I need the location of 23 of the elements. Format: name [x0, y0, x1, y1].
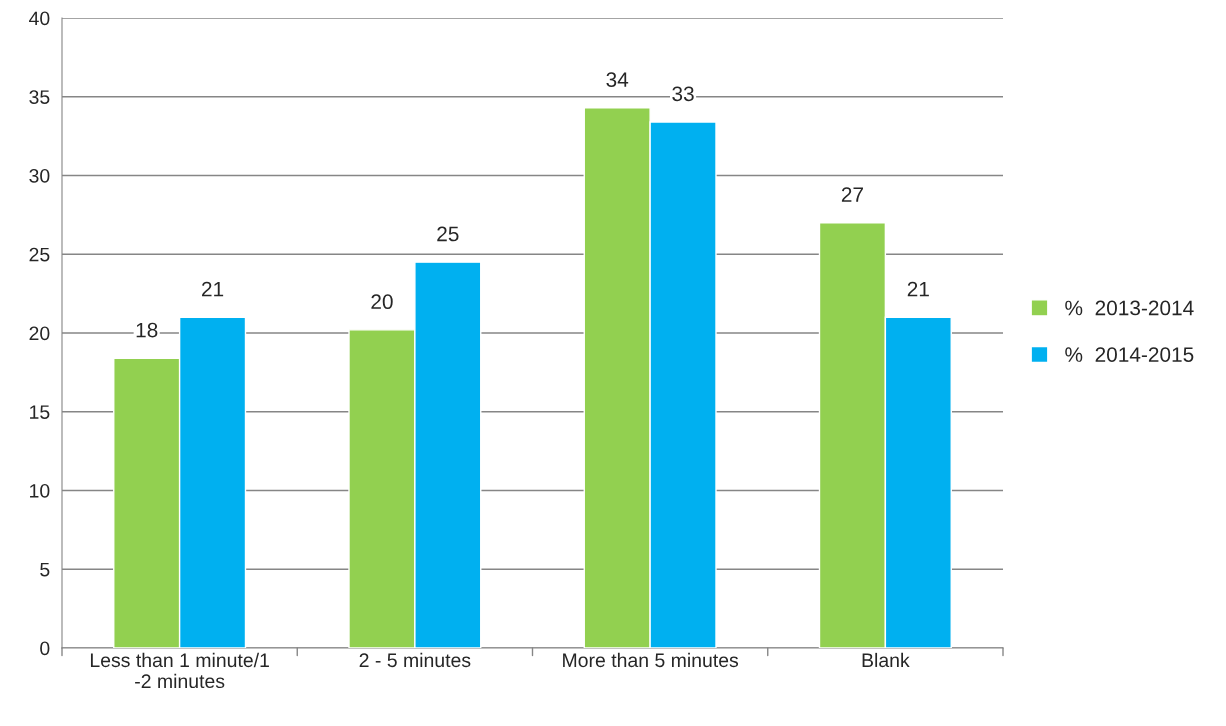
legend-label: % 2014-2015	[1065, 347, 1194, 362]
y-tick-label: 15	[30, 405, 50, 419]
legend-label: % 2013-2014	[1065, 300, 1194, 316]
y-tick-label: 25	[29, 247, 50, 262]
y-tick-label: 20	[29, 326, 50, 341]
data-label: 18	[136, 322, 158, 338]
x-tick-label: Less than 1 minute/1 -2 minutes	[90, 652, 269, 689]
data-label: 20	[371, 294, 393, 310]
data-label: 21	[202, 281, 224, 297]
x-tick-label: Blank	[862, 652, 910, 668]
y-tick-label: 5	[40, 562, 50, 577]
y-tick-label: 30	[29, 168, 50, 183]
data-label: 27	[841, 187, 863, 202]
x-tick-label: 2 - 5 minutes	[359, 652, 471, 668]
data-label: 25	[437, 226, 459, 242]
y-tick-label: 35	[29, 90, 50, 104]
y-tick-label: 40	[29, 11, 50, 26]
data-label: 34	[606, 72, 629, 87]
data-label: 21	[907, 281, 929, 297]
y-tick-label: 0	[40, 641, 50, 656]
data-label: 33	[672, 86, 694, 102]
y-tick-label: 10	[30, 483, 50, 498]
x-tick-label: More than 5 minutes	[563, 652, 739, 668]
